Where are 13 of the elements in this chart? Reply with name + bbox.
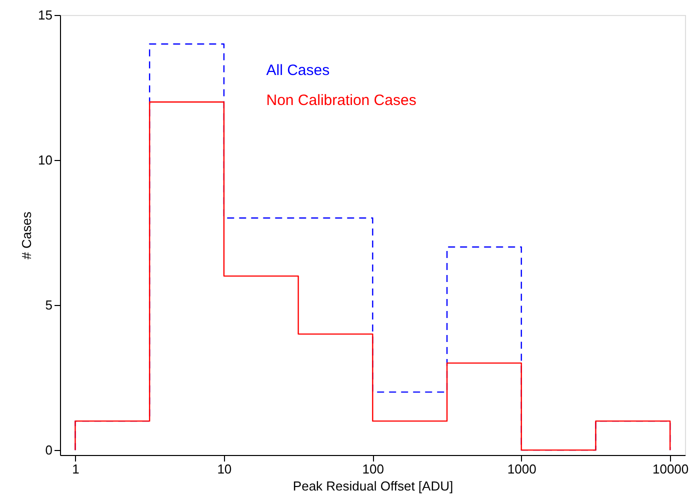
x-tick-label: 10 <box>217 462 232 476</box>
y-tick-label: 5 <box>45 298 52 313</box>
y-axis-title: # Cases <box>19 211 34 260</box>
text: Non Calibration Cases <box>266 92 416 109</box>
x-tick-label: 100 <box>362 462 384 476</box>
y-tick-label: 0 <box>45 442 52 458</box>
text: All Cases <box>266 62 330 79</box>
y-tick-label: 15 <box>38 8 52 22</box>
x-tick-label: 1 <box>72 462 80 476</box>
x-tick-label: 10000 <box>652 462 689 476</box>
x-axis-title: Peak Residual Offset [ADU] <box>292 478 454 494</box>
y-tick-label: 10 <box>38 152 52 168</box>
x-tick-label: 1000 <box>507 462 536 476</box>
